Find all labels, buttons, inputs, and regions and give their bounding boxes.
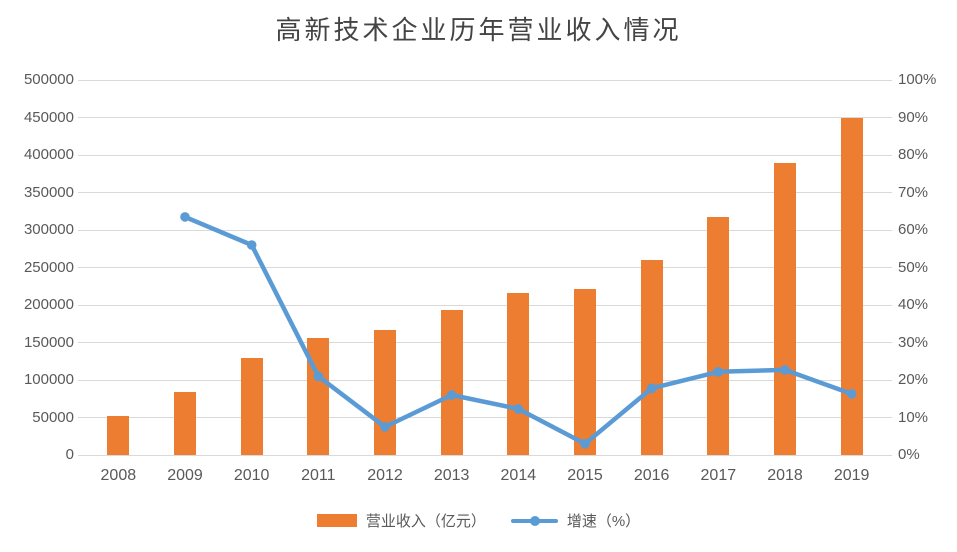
gridline [78, 304, 892, 306]
revenue-bar-2018 [774, 162, 796, 455]
legend-line-marker-icon [529, 515, 540, 526]
right-axis-tick-label: 70% [898, 183, 929, 201]
revenue-bar-2010 [240, 357, 263, 455]
gridline [78, 342, 892, 343]
x-axis-label: 2014 [500, 467, 537, 484]
revenue-bar-2014 [507, 293, 530, 455]
x-axis-label: 2017 [700, 467, 737, 484]
growth-line-marker [380, 422, 390, 432]
x-axis-label: 2009 [167, 467, 203, 484]
revenue-bar-2017 [707, 216, 730, 455]
x-axis-label: 2019 [833, 467, 870, 484]
growth-line-marker [180, 212, 190, 222]
x-axis-label: 2010 [233, 467, 270, 484]
x-axis-label: 2018 [767, 467, 803, 484]
revenue-bar-2019 [840, 117, 863, 455]
growth-line-marker [580, 439, 590, 449]
left-axis-tick-label: 200000 [23, 296, 74, 313]
left-axis-tick-label: 150000 [23, 333, 74, 351]
right-axis-tick-label: 30% [898, 333, 929, 351]
left-axis-tick-label: 500000 [23, 71, 74, 88]
growth-line-marker [246, 240, 257, 250]
growth-line-marker [646, 383, 657, 394]
x-axis-label: 2016 [633, 467, 670, 484]
right-axis-tick-label: 10% [898, 408, 929, 426]
left-axis-tick-label: 100000 [23, 371, 74, 388]
left-axis-tick-label: 0 [65, 446, 74, 463]
growth-line-marker [313, 371, 324, 382]
left-axis-tick-label: 350000 [23, 183, 74, 201]
right-axis-tick-label: 0% [898, 446, 920, 463]
right-axis-tick-label: 80% [898, 146, 929, 163]
left-axis-tick-label: 450000 [23, 108, 74, 126]
right-axis-tick-label: 100% [898, 71, 937, 88]
gridline [78, 79, 892, 81]
gridline [78, 117, 892, 118]
growth-line-layer [180, 212, 857, 449]
chart-title: 高新技术企业历年营业收入情况 [275, 16, 682, 45]
gridline [78, 454, 892, 456]
growth-line-marker [846, 389, 857, 399]
plot-area [78, 79, 892, 456]
x-axis-label: 2015 [567, 467, 603, 484]
revenue-bar-2016 [640, 260, 663, 455]
left-axis-tick-label: 50000 [32, 408, 74, 426]
growth-line-marker [446, 390, 457, 400]
right-axis-tick-label: 20% [898, 371, 929, 388]
right-axis-tick-label: 50% [898, 258, 929, 276]
revenue-bar-2008 [107, 416, 130, 455]
gridline [78, 192, 892, 193]
legend: 营业收入（亿元） 增速（%） [0, 510, 957, 531]
right-axis-tick-label: 90% [898, 108, 929, 126]
revenue-bar-2015 [574, 288, 596, 455]
gridline [78, 229, 892, 231]
legend-line-label: 增速（%） [566, 513, 641, 530]
x-axis-label: 2012 [367, 467, 403, 484]
growth-line-marker [713, 367, 724, 377]
left-axis-tick-label: 400000 [23, 146, 74, 163]
left-axis-tick-label: 250000 [23, 258, 74, 276]
gridline [78, 417, 892, 418]
gridline [78, 379, 892, 381]
revenue-bar-2009 [174, 392, 196, 455]
right-axis-tick-label: 60% [898, 221, 929, 238]
x-axis-label: 2008 [100, 467, 137, 484]
legend-line-swatch-icon [510, 515, 558, 526]
gridline [78, 154, 892, 156]
legend-bar-swatch-icon [316, 514, 357, 527]
left-axis-tick-label: 300000 [23, 221, 74, 238]
revenue-bar-2013 [440, 309, 463, 455]
x-axis-label: 2013 [433, 467, 470, 484]
gridline [78, 267, 892, 268]
growth-line-marker [513, 404, 524, 414]
legend-bar-label: 营业收入（亿元） [365, 513, 486, 530]
growth-line-marker [780, 365, 790, 375]
right-axis-tick-label: 40% [898, 296, 929, 313]
x-axis-label: 2011 [301, 467, 336, 484]
